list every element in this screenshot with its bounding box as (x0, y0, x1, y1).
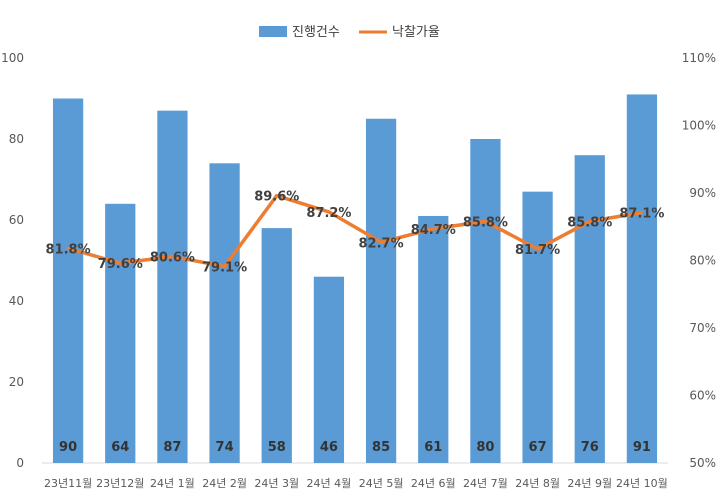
line-point (640, 211, 644, 215)
y-right-tick-label: 90% (689, 186, 716, 200)
line-point (327, 210, 331, 214)
bar-value-label: 61 (424, 440, 442, 455)
line-series (66, 193, 644, 269)
axes: 0 20 40 60 80 100 50% 60% 70% 80% 90% 100% 110% 23년11… (1, 51, 716, 490)
y-left-tick-label: 40 (9, 294, 24, 308)
bar (105, 203, 136, 464)
line-point (275, 194, 279, 198)
line-point (431, 227, 435, 231)
y-right-tick-label: 60% (689, 389, 716, 403)
bar (470, 139, 501, 463)
bar (365, 118, 397, 463)
x-tick-label: 24년 8월 (515, 477, 560, 490)
y-right-tick-label: 80% (689, 254, 716, 268)
x-tick-label: 24년 10월 (616, 477, 668, 490)
line-value-label: 85.8% (567, 215, 612, 230)
bar-value-label: 90 (59, 440, 77, 455)
line-value-label: 81.7% (515, 243, 560, 258)
data-labels: 90 64 87 74 58 46 85 61 80 67 76 91 81.8% 79.6% 80.6% 7… (46, 190, 665, 455)
line-point (536, 247, 540, 251)
x-tick-label: 24년 5월 (359, 477, 404, 490)
y-left-tick-label: 100 (1, 51, 24, 65)
line-point (66, 246, 70, 250)
bar-value-label: 91 (633, 440, 651, 455)
line-value-label: 79.1% (202, 261, 247, 276)
line-value-label: 85.8% (463, 215, 508, 230)
bar-value-label: 67 (529, 440, 547, 455)
line-point (170, 254, 174, 258)
x-tick-label: 24년 6월 (411, 477, 456, 490)
bar-value-label: 76 (581, 440, 599, 455)
line-value-label: 87.2% (306, 206, 351, 221)
bars (52, 94, 658, 464)
line-point (588, 219, 592, 223)
bar-value-label: 46 (320, 440, 338, 455)
x-tick-label: 24년 4월 (307, 477, 352, 490)
line-value-label: 80.6% (150, 250, 195, 265)
bar (52, 98, 84, 463)
bar (626, 94, 658, 463)
line-point (379, 240, 383, 244)
legend: 진행건수 낙찰가율 (259, 24, 440, 40)
bar-value-label: 74 (216, 440, 234, 455)
y-left-tick-label: 80 (9, 132, 24, 146)
bar (522, 191, 553, 463)
bar-value-label: 85 (372, 440, 390, 455)
line-value-label: 81.8% (46, 242, 91, 257)
bar (261, 228, 292, 463)
x-tick-label: 24년 7월 (463, 477, 508, 490)
legend-swatch-bar (259, 26, 287, 37)
line-value-label: 82.7% (359, 236, 404, 251)
y-left-tick-label: 60 (9, 213, 24, 227)
x-tick-label: 24년 1월 (150, 477, 195, 490)
bar (313, 276, 345, 463)
bar (209, 163, 240, 464)
line-point (483, 219, 487, 223)
x-tick-label: 24년 9월 (567, 477, 612, 490)
line-path (67, 193, 643, 269)
x-tick-label: 24년 3월 (254, 477, 299, 490)
y-right-tick-label: 70% (689, 321, 716, 335)
line-point (223, 265, 227, 269)
y-right-tick-label: 50% (689, 456, 716, 470)
x-tick-label: 23년12월 (96, 477, 144, 490)
line-value-label: 87.1% (619, 207, 664, 222)
legend-label-bar: 진행건수 (292, 24, 340, 40)
y-left-tick-label: 20 (9, 375, 24, 389)
bar (574, 155, 605, 463)
bar (157, 110, 188, 464)
bar-value-label: 64 (111, 440, 129, 455)
legend-label-line: 낙찰가율 (392, 25, 440, 40)
y-left-tick-label: 0 (16, 456, 24, 470)
line-value-label: 84.7% (411, 223, 456, 238)
x-tick-label: 23년11월 (44, 477, 92, 490)
bar (418, 215, 449, 463)
bar-value-label: 80 (476, 440, 494, 455)
bar-value-label: 87 (163, 440, 181, 455)
y-right-tick-label: 100% (682, 119, 716, 133)
x-tick-label: 24년 2월 (202, 477, 247, 490)
bar-value-label: 58 (268, 440, 286, 455)
line-value-label: 89.6% (254, 190, 299, 205)
line-point (118, 261, 122, 265)
line-value-label: 79.6% (98, 257, 143, 272)
y-right-tick-label: 110% (682, 51, 716, 65)
